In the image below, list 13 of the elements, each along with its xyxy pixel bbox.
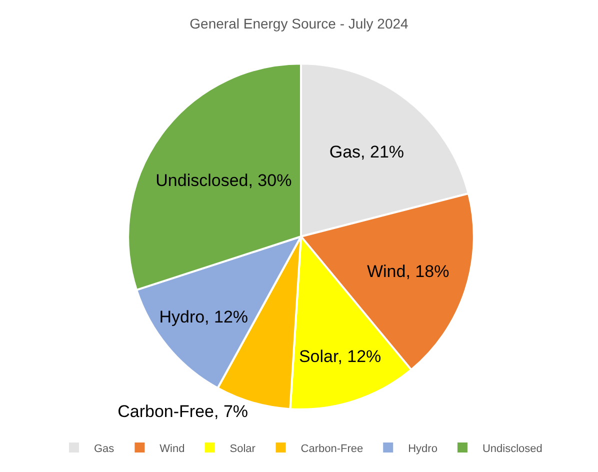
legend-label: Carbon-Free xyxy=(300,442,364,455)
legend-label: Wind xyxy=(160,442,185,455)
data-label: Wind, 18% xyxy=(366,262,450,281)
legend-label: Undisclosed xyxy=(482,442,542,455)
data-label: Undisclosed, 30% xyxy=(156,170,292,190)
chart-title: General Energy Source - July 2024 xyxy=(190,16,409,32)
legend-label: Hydro xyxy=(408,442,438,455)
data-label: Carbon-Free, 7% xyxy=(118,402,248,421)
data-label: Solar, 12% xyxy=(298,347,382,366)
legend-label: Solar xyxy=(230,442,256,455)
data-label: Gas, 21% xyxy=(329,142,404,162)
data-label: Hydro, 12% xyxy=(159,308,248,327)
legend-label: Gas xyxy=(94,442,115,455)
